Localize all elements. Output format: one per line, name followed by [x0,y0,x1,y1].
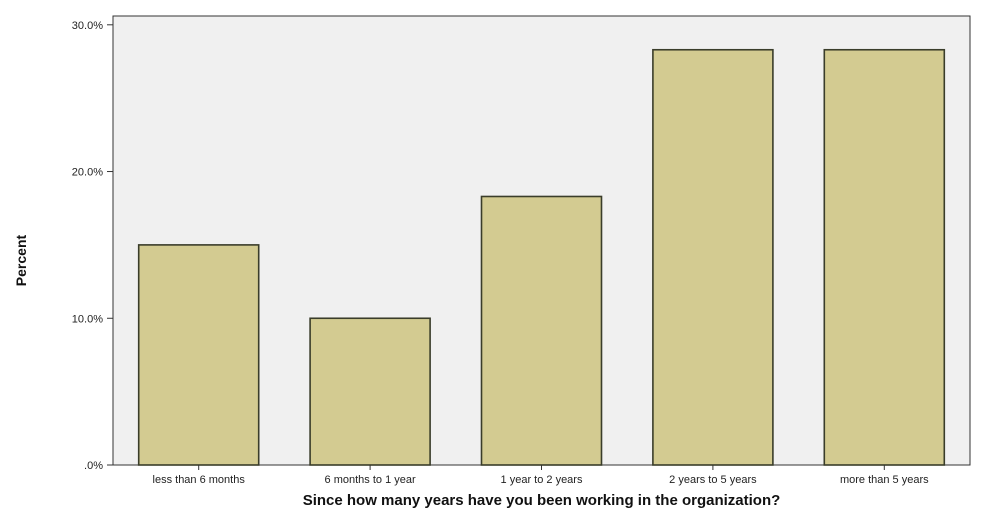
bar [309,317,431,466]
bar [137,244,260,466]
x-axis-category-labels: less than 6 months 6 months to 1 year 1 ye… [153,465,929,486]
x-category-label: 1 year to 2 years [501,474,583,486]
y-tick-label: 20.0% [72,167,103,179]
x-category-label: less than 6 months [153,474,246,486]
y-tick-label: .0% [84,460,103,472]
y-axis-title: Percent [13,234,29,286]
y-tick-label: 10.0% [72,313,103,325]
x-category-label: 6 months to 1 year [325,474,416,486]
y-tick-label: 30.0% [72,20,103,32]
bar [823,48,946,466]
x-axis-title: Since how many years have you been worki… [303,492,781,509]
x-category-label: 2 years to 5 years [669,474,757,486]
bars-layer [137,48,946,466]
bar [480,195,603,466]
bar [652,48,774,466]
y-axis-ticks: .0% 10.0% 20.0% 30.0% [72,20,113,472]
x-category-label: more than 5 years [840,474,929,486]
